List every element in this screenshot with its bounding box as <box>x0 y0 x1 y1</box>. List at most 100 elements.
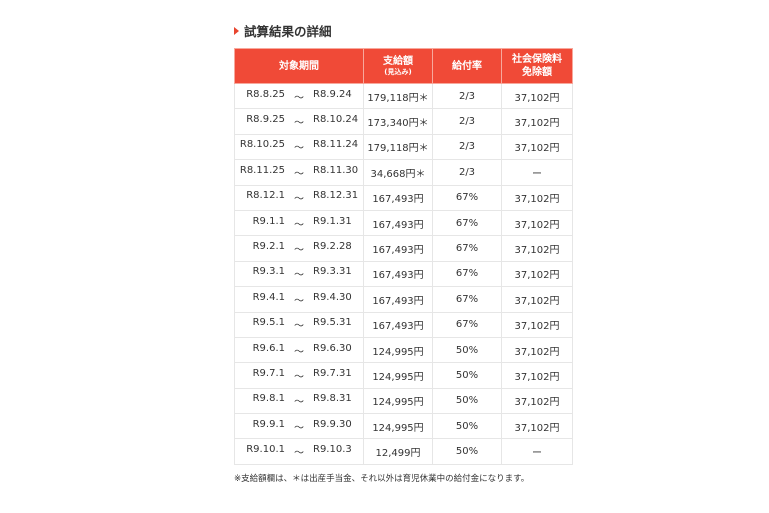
amount-cell: 173,340円＊ <box>363 108 433 135</box>
header-insurance-line2: 免除額 <box>522 67 552 78</box>
table-row: R9.2.1 〜 R9.2.28 167,493円 67% 37,102円 <box>234 235 573 262</box>
insurance-cell: ー <box>501 438 573 465</box>
rate-cell: 67% <box>432 184 502 211</box>
period-to: R9.9.30 <box>313 418 352 430</box>
period-to: R9.6.30 <box>313 342 352 354</box>
insurance-cell: 37,102円 <box>501 260 573 288</box>
insurance-cell: 37,102円 <box>501 209 573 237</box>
amount-cell: 124,995円 <box>363 387 433 415</box>
period-from: R9.8.1 <box>252 393 285 405</box>
table-row: R9.10.1 〜 R9.10.3 12,499円 50% ー <box>234 438 573 465</box>
period-cell: R9.6.1 〜 R9.6.30 <box>234 336 364 364</box>
table-row: R9.9.1 〜 R9.9.30 124,995円 50% 37,102円 <box>234 413 573 440</box>
table-row: R8.8.25 〜 R8.9.24 179,118円＊ 2/3 37,102円 <box>234 82 573 110</box>
period-separator: 〜 <box>294 168 304 180</box>
table-row: R9.6.1 〜 R9.6.30 124,995円 50% 37,102円 <box>234 336 573 364</box>
period-to: R9.5.31 <box>313 317 352 329</box>
table-row: R9.8.1 〜 R9.8.31 124,995円 50% 37,102円 <box>234 387 573 415</box>
section-title: 試算結果の詳細 <box>234 21 332 40</box>
period-separator: 〜 <box>294 92 304 104</box>
period-cell: R9.4.1 〜 R9.4.30 <box>234 286 364 313</box>
insurance-cell: 37,102円 <box>501 362 573 389</box>
period-to: R9.8.31 <box>313 393 352 405</box>
insurance-cell: 37,102円 <box>501 387 573 415</box>
rate-cell: 2/3 <box>432 133 502 161</box>
period-to: R9.10.3 <box>313 444 352 456</box>
insurance-cell: 37,102円 <box>501 82 573 110</box>
insurance-cell: 37,102円 <box>501 108 573 135</box>
period-cell: R8.10.25 〜 R8.11.24 <box>234 133 364 161</box>
insurance-cell: ー <box>501 159 573 186</box>
period-to: R9.2.28 <box>313 241 352 253</box>
insurance-cell: 37,102円 <box>501 133 573 161</box>
triangle-bullet-icon <box>234 26 239 35</box>
period-to: R9.4.30 <box>313 291 352 303</box>
period-to: R8.11.24 <box>313 139 359 151</box>
period-cell: R8.11.25 〜 R8.11.30 <box>234 159 364 186</box>
header-amount-label: 支給額 <box>383 56 413 67</box>
table-row: R9.5.1 〜 R9.5.31 167,493円 67% 37,102円 <box>234 311 573 338</box>
period-to: R8.11.30 <box>313 164 359 176</box>
period-cell: R8.8.25 〜 R8.9.24 <box>234 82 364 110</box>
header-period: 対象期間 <box>234 48 364 84</box>
insurance-cell: 37,102円 <box>501 184 573 211</box>
rate-cell: 67% <box>432 311 502 338</box>
period-separator: 〜 <box>294 422 304 434</box>
amount-cell: 124,995円 <box>363 413 433 440</box>
rate-cell: 67% <box>432 235 502 262</box>
header-insurance-line1: 社会保険料 <box>512 54 562 65</box>
period-cell: R8.9.25 〜 R8.10.24 <box>234 108 364 135</box>
period-from: R9.10.1 <box>246 444 285 456</box>
table-row: R8.10.25 〜 R8.11.24 179,118円＊ 2/3 37,102円 <box>234 133 573 161</box>
table-row: R9.4.1 〜 R9.4.30 167,493円 67% 37,102円 <box>234 286 573 313</box>
amount-cell: 167,493円 <box>363 311 433 338</box>
insurance-cell: 37,102円 <box>501 286 573 313</box>
period-to: R8.9.24 <box>313 88 352 100</box>
period-separator: 〜 <box>294 219 304 231</box>
period-separator: 〜 <box>294 270 304 282</box>
header-amount-sub: (見込み) <box>384 68 412 76</box>
table-row: R8.12.1 〜 R8.12.31 167,493円 67% 37,102円 <box>234 184 573 211</box>
period-separator: 〜 <box>294 397 304 409</box>
rate-cell: 2/3 <box>432 108 502 135</box>
period-from: R8.10.25 <box>239 139 285 151</box>
period-separator: 〜 <box>294 143 304 155</box>
period-separator: 〜 <box>294 321 304 333</box>
period-separator: 〜 <box>294 194 304 206</box>
period-to: R9.3.31 <box>313 266 352 278</box>
period-cell: R9.8.1 〜 R9.8.31 <box>234 387 364 415</box>
period-to: R9.7.31 <box>313 367 352 379</box>
period-from: R9.1.1 <box>252 215 285 227</box>
table-header-row: 対象期間 支給額 (見込み) 給付率 社会保険料 免除額 <box>234 48 573 84</box>
period-cell: R9.10.1 〜 R9.10.3 <box>234 438 364 465</box>
insurance-cell: 37,102円 <box>501 413 573 440</box>
rate-cell: 67% <box>432 209 502 237</box>
period-from: R8.12.1 <box>246 190 285 202</box>
period-separator: 〜 <box>294 448 304 460</box>
results-table: 対象期間 支給額 (見込み) 給付率 社会保険料 免除額 R8.8.25 〜 R8.9.… <box>234 48 573 465</box>
amount-cell: 34,668円＊ <box>363 159 433 186</box>
rate-cell: 2/3 <box>432 159 502 186</box>
rate-cell: 50% <box>432 336 502 364</box>
period-cell: R9.2.1 〜 R9.2.28 <box>234 235 364 262</box>
period-separator: 〜 <box>294 245 304 257</box>
period-from: R9.7.1 <box>252 367 285 379</box>
amount-cell: 124,995円 <box>363 362 433 389</box>
rate-cell: 50% <box>432 413 502 440</box>
table-row: R9.1.1 〜 R9.1.31 167,493円 67% 37,102円 <box>234 209 573 237</box>
rate-cell: 2/3 <box>432 82 502 110</box>
rate-cell: 67% <box>432 286 502 313</box>
insurance-cell: 37,102円 <box>501 235 573 262</box>
table-row: R8.9.25 〜 R8.10.24 173,340円＊ 2/3 37,102円 <box>234 108 573 135</box>
period-separator: 〜 <box>294 346 304 358</box>
period-cell: R9.9.1 〜 R9.9.30 <box>234 413 364 440</box>
amount-cell: 179,118円＊ <box>363 82 433 110</box>
period-cell: R9.7.1 〜 R9.7.31 <box>234 362 364 389</box>
rate-cell: 50% <box>432 387 502 415</box>
period-from: R9.6.1 <box>252 342 285 354</box>
period-cell: R8.12.1 〜 R8.12.31 <box>234 184 364 211</box>
insurance-cell: 37,102円 <box>501 311 573 338</box>
period-from: R9.4.1 <box>252 291 285 303</box>
period-from: R9.5.1 <box>252 317 285 329</box>
period-from: R9.2.1 <box>252 241 285 253</box>
